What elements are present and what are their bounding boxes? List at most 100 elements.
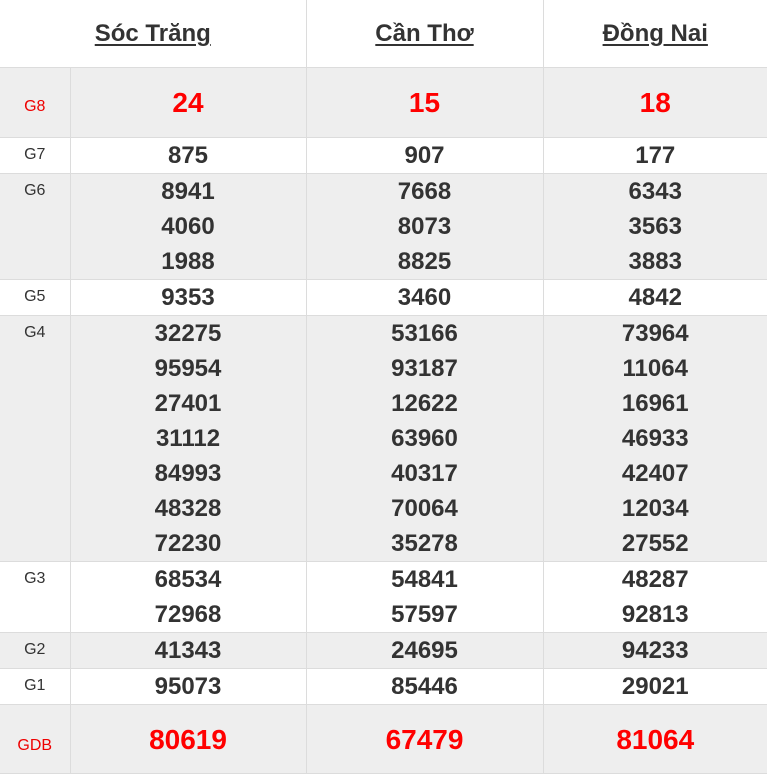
result-number: 15	[307, 85, 543, 120]
result-number: 18	[544, 85, 767, 120]
result-cell: 907	[306, 138, 543, 174]
province-header[interactable]: Sóc Trăng	[0, 0, 306, 68]
result-number: 57597	[307, 597, 543, 632]
result-number: 80619	[71, 722, 306, 757]
prize-label: GDB	[0, 705, 70, 774]
result-number: 92813	[544, 597, 767, 632]
result-number: 6343	[544, 174, 767, 209]
result-number: 72968	[71, 597, 306, 632]
result-number: 16961	[544, 386, 767, 421]
result-number: 24695	[307, 633, 543, 668]
result-cell: 177	[543, 138, 767, 174]
result-number: 85446	[307, 669, 543, 704]
result-number: 3460	[307, 280, 543, 315]
result-cell: 81064	[543, 705, 767, 774]
result-number: 4842	[544, 280, 767, 315]
result-number: 3883	[544, 244, 767, 279]
prize-label: G6	[0, 174, 70, 280]
result-number: 95954	[71, 351, 306, 386]
province-header[interactable]: Đồng Nai	[543, 0, 767, 68]
result-cell: 24	[70, 68, 306, 138]
province-header[interactable]: Cần Thơ	[306, 0, 543, 68]
result-cell: 95073	[70, 669, 306, 705]
result-number: 11064	[544, 351, 767, 386]
result-number: 72230	[71, 526, 306, 561]
result-number: 95073	[71, 669, 306, 704]
result-number: 42407	[544, 456, 767, 491]
result-number: 12622	[307, 386, 543, 421]
result-number: 41343	[71, 633, 306, 668]
result-number: 32275	[71, 316, 306, 351]
result-number: 177	[544, 138, 767, 173]
result-number: 3563	[544, 209, 767, 244]
prize-label: G8	[0, 68, 70, 138]
result-cell: 18	[543, 68, 767, 138]
result-number: 4060	[71, 209, 306, 244]
result-number: 94233	[544, 633, 767, 668]
result-cell: 4842	[543, 280, 767, 316]
result-number: 875	[71, 138, 306, 173]
result-number: 24	[71, 85, 306, 120]
result-cell: 24695	[306, 633, 543, 669]
prize-label: G4	[0, 316, 70, 562]
prize-label: G1	[0, 669, 70, 705]
result-number: 93187	[307, 351, 543, 386]
result-number: 48328	[71, 491, 306, 526]
result-number: 29021	[544, 669, 767, 704]
result-number: 81064	[544, 722, 767, 757]
province-link[interactable]: Sóc Trăng	[95, 20, 211, 47]
result-number: 67479	[307, 722, 543, 757]
result-cell: 67479	[306, 705, 543, 774]
result-cell: 41343	[70, 633, 306, 669]
header-row: Sóc Trăng Cần Thơ Đồng Nai	[0, 0, 767, 68]
result-number: 53166	[307, 316, 543, 351]
result-number: 7668	[307, 174, 543, 209]
result-number: 70064	[307, 491, 543, 526]
result-number: 27552	[544, 526, 767, 561]
prize-label: G3	[0, 562, 70, 633]
result-number: 35278	[307, 526, 543, 561]
result-cell: 85446	[306, 669, 543, 705]
prize-label: G2	[0, 633, 70, 669]
result-number: 1988	[71, 244, 306, 279]
result-cell: 9353	[70, 280, 306, 316]
result-number: 54841	[307, 562, 543, 597]
province-link[interactable]: Cần Thơ	[375, 20, 473, 47]
result-cell: 15	[306, 68, 543, 138]
result-number: 9353	[71, 280, 306, 315]
result-number: 40317	[307, 456, 543, 491]
result-number: 12034	[544, 491, 767, 526]
province-link[interactable]: Đồng Nai	[603, 20, 708, 47]
result-number: 31112	[71, 421, 306, 456]
result-cell: 875	[70, 138, 306, 174]
result-number: 27401	[71, 386, 306, 421]
result-number: 63960	[307, 421, 543, 456]
result-number: 907	[307, 138, 543, 173]
result-number: 8073	[307, 209, 543, 244]
result-cell: 29021	[543, 669, 767, 705]
result-number: 8825	[307, 244, 543, 279]
result-number: 73964	[544, 316, 767, 351]
result-cell: 80619	[70, 705, 306, 774]
result-cell: 3460	[306, 280, 543, 316]
result-number: 46933	[544, 421, 767, 456]
result-number: 84993	[71, 456, 306, 491]
prize-label: G7	[0, 138, 70, 174]
